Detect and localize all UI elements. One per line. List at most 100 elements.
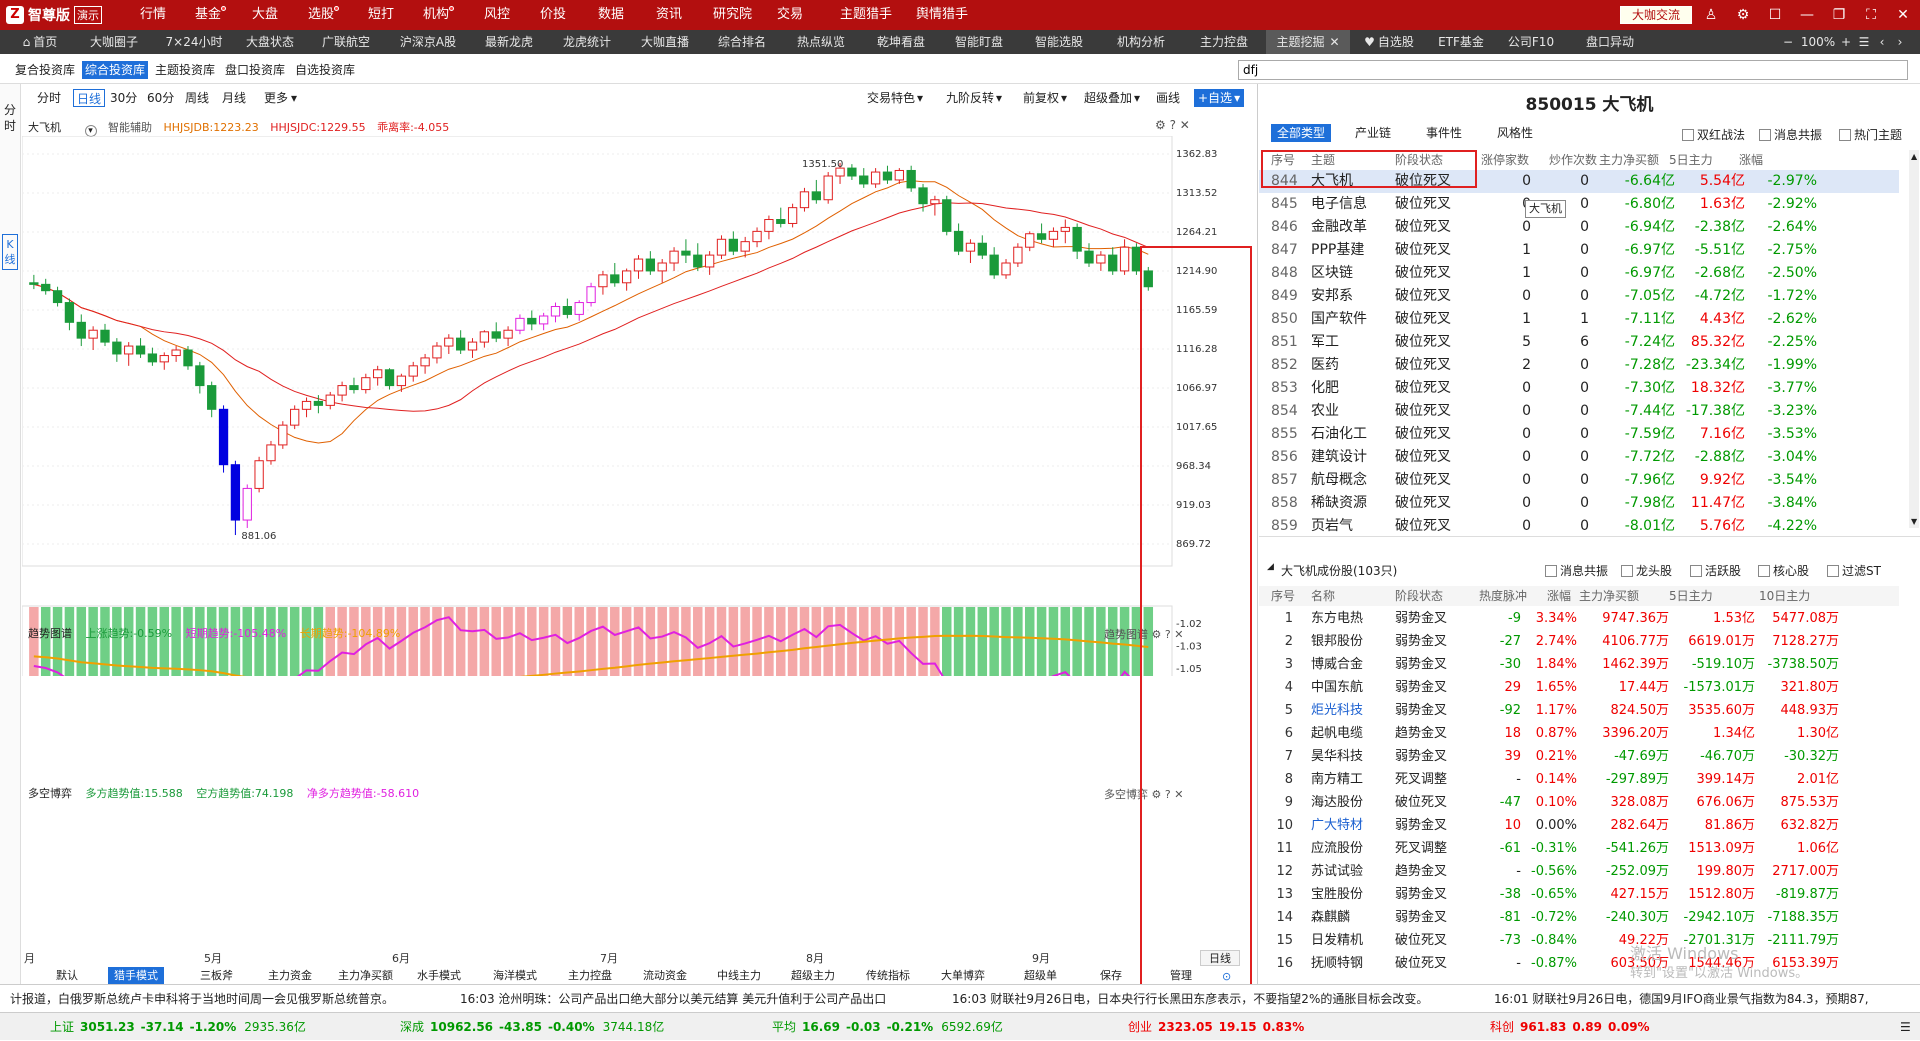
type-tab-2[interactable]: 事件性: [1426, 126, 1463, 140]
indicator-tab-0[interactable]: 默认: [56, 969, 78, 982]
nav-tab-12[interactable]: 智能盯盘: [940, 30, 1018, 54]
menu-6[interactable]: 风控: [484, 0, 510, 30]
nav-tab-8[interactable]: 大咖直播: [626, 30, 704, 54]
stock-row[interactable]: 16 抚顺特钢 破位死叉 - -0.87% 603.50万 1544.46万 6153.39万: [1259, 952, 1899, 975]
stock-check-2[interactable]: 活跃股: [1690, 562, 1741, 579]
nav-tab-18[interactable]: ETF基金: [1428, 30, 1494, 54]
column-header[interactable]: 主题: [1311, 153, 1336, 167]
sidebar-tab-kline[interactable]: K线: [2, 234, 18, 270]
tab-close-icon[interactable]: ✕: [1329, 35, 1340, 49]
menu-8[interactable]: 数据: [598, 0, 624, 30]
chart-control-1[interactable]: 九阶反转 ▾: [946, 89, 1002, 107]
nav-tab-5[interactable]: 沪深京A股: [386, 30, 470, 54]
checkbox[interactable]: [1827, 565, 1839, 577]
candlestick-chart[interactable]: 1362.83 1313.52 1264.21 1214.90 1165.59 1116.…: [22, 136, 1258, 676]
zoom-in-icon[interactable]: +: [1840, 35, 1852, 49]
ticker-item[interactable]: 16:03 财联社9月26日电，日本央行行长黑田东彦表示，不要指望2%的通胀目标…: [952, 992, 1429, 1006]
app-logo[interactable]: Z 智尊版 演示: [6, 5, 102, 25]
stock-row[interactable]: 15 日发精机 破位死叉 -73 -0.84% 49.22万 -2701.31万 -2111.…: [1259, 929, 1899, 952]
daily-label[interactable]: 日线: [1200, 950, 1240, 966]
column-header[interactable]: 主力净买额: [1599, 153, 1660, 167]
settings-icon[interactable]: ⚙: [1736, 7, 1750, 23]
period-5[interactable]: 月线: [222, 89, 246, 107]
type-tab-0[interactable]: 全部类型: [1271, 124, 1332, 142]
stock-row[interactable]: 3 博威合金 弱势金叉 -30 1.84% 1462.39万 -519.10万 -3738.5…: [1259, 653, 1899, 676]
checkbox[interactable]: [1690, 565, 1702, 577]
index-quote[interactable]: 创业 2323.05 19.15 0.83%: [1128, 1013, 1304, 1041]
column-header[interactable]: 5日主力: [1669, 589, 1713, 603]
period-4[interactable]: 周线: [185, 89, 209, 107]
stock-row[interactable]: 1 东方电热 弱势金叉 -9 3.34% 9747.36万 1.53亿 5477.08万: [1259, 607, 1899, 630]
indicator-tab-2[interactable]: 三板斧: [200, 969, 233, 982]
minimize-icon[interactable]: —: [1800, 7, 1814, 23]
menu-13[interactable]: 舆情猎手: [916, 0, 968, 30]
nav-tab-14[interactable]: 机构分析: [1100, 30, 1182, 54]
ticker-item[interactable]: 16:03 沧州明珠：公司产品出口绝大部分以美元结算 美元升值利于公司产品出口: [460, 992, 887, 1006]
period-0[interactable]: 分时: [37, 89, 61, 107]
menu-9[interactable]: 资讯: [656, 0, 682, 30]
index-quote[interactable]: 平均 16.69 -0.03 -0.21% 6592.69亿: [772, 1013, 1003, 1041]
table-row[interactable]: 852 医药 破位死叉 2 0 -7.28亿 -23.34亿 -1.99%: [1259, 354, 1899, 377]
indicator-tab-14[interactable]: 保存: [1100, 969, 1122, 982]
gear-icon[interactable]: ⚙: [1155, 118, 1166, 132]
chart-control-2[interactable]: 前复权 ▾: [1023, 89, 1067, 107]
stock-row[interactable]: 11 应流股份 死叉调整 -61 -0.31% -541.26万 1513.09万 1.06亿: [1259, 837, 1899, 860]
checkbox[interactable]: [1545, 565, 1557, 577]
table-row[interactable]: 857 航母概念 破位死叉 0 0 -7.96亿 9.92亿 -3.54%: [1259, 469, 1899, 492]
stock-row[interactable]: 9 海达股份 破位死叉 -47 0.10% 328.08万 676.06万 875.53万: [1259, 791, 1899, 814]
stock-check-3[interactable]: 核心股: [1758, 562, 1809, 579]
user-icon[interactable]: ♙: [1704, 7, 1718, 23]
nav-next-icon[interactable]: ›: [1897, 35, 1903, 49]
close-icon[interactable]: ✕: [1897, 7, 1909, 23]
close-icon[interactable]: ✕: [1179, 118, 1190, 132]
column-header[interactable]: 涨幅: [1739, 153, 1764, 167]
stock-check-0[interactable]: 消息共振: [1545, 562, 1608, 579]
close-icon[interactable]: ✕: [1174, 628, 1184, 641]
table-row[interactable]: 845 电子信息 破位死叉 0 0 -6.80亿 1.63亿 -2.92%: [1259, 193, 1899, 216]
table-row[interactable]: 851 军工 破位死叉 5 6 -7.24亿 85.32亿 -2.25%: [1259, 331, 1899, 354]
menu-0[interactable]: 行情: [140, 0, 166, 30]
nav-tab-20[interactable]: 盘口异动: [1568, 30, 1652, 54]
table-row[interactable]: 855 石油化工 破位死叉 0 0 -7.59亿 7.16亿 -3.53%: [1259, 423, 1899, 446]
skin-icon[interactable]: ☐: [1768, 7, 1782, 23]
help-icon[interactable]: ?: [1164, 628, 1171, 641]
menu-2[interactable]: 大盘: [252, 0, 278, 30]
sidebar-tab-intraday[interactable]: 分时: [4, 103, 17, 133]
scrollbar[interactable]: ▲ ▼: [1909, 150, 1919, 528]
stock-row[interactable]: 6 起帆电缆 趋势金叉 18 0.87% 3396.20万 1.34亿 1.30亿: [1259, 722, 1899, 745]
nav-tab-3[interactable]: 大盘状态: [234, 30, 306, 54]
checkbox[interactable]: [1682, 129, 1694, 141]
nav-tab-11[interactable]: 乾坤看盘: [862, 30, 940, 54]
pin-icon[interactable]: ☰: [1858, 35, 1870, 49]
gear-icon[interactable]: ⚙: [1151, 628, 1162, 641]
column-header[interactable]: 涨停家数: [1481, 153, 1530, 167]
menu-10[interactable]: 研究院: [713, 0, 752, 30]
library-tab-3[interactable]: 盘口投资库: [225, 63, 286, 77]
indicator-tab-8[interactable]: 流动资金: [643, 969, 687, 982]
chart-control-5[interactable]: +自选 ▾: [1194, 89, 1245, 107]
nav-tab-2[interactable]: 7×24小时: [154, 30, 234, 54]
help-icon[interactable]: ?: [1164, 788, 1171, 801]
stock-row[interactable]: 13 宝胜股份 弱势金叉 -38 -0.65% 427.15万 1512.80万 -819.8…: [1259, 883, 1899, 906]
gear-icon[interactable]: ⚙: [1151, 788, 1162, 801]
table-row[interactable]: 854 农业 破位死叉 0 0 -7.44亿 -17.38亿 -3.23%: [1259, 400, 1899, 423]
chart-control-3[interactable]: 超级叠加 ▾: [1084, 89, 1140, 107]
menu-5[interactable]: 机构: [423, 0, 455, 30]
nav-tab-0[interactable]: ⌂ 首页: [6, 30, 74, 54]
checkbox[interactable]: [1759, 129, 1771, 141]
nav-tab-16[interactable]: 主题挖掘 ✕: [1266, 30, 1350, 54]
library-tab-4[interactable]: 自选投资库: [295, 63, 356, 77]
filter-check-2[interactable]: 热门主题: [1839, 126, 1902, 143]
table-row[interactable]: 850 国产软件 破位死叉 1 1 -7.11亿 4.43亿 -2.62%: [1259, 308, 1899, 331]
menu-icon[interactable]: ☰: [1900, 1020, 1911, 1034]
help-icon[interactable]: ?: [1169, 118, 1176, 132]
checkbox[interactable]: [1839, 129, 1851, 141]
library-tab-1[interactable]: 综合投资库: [82, 61, 149, 79]
menu-3[interactable]: 选股: [308, 0, 340, 30]
type-tab-3[interactable]: 风格性: [1497, 126, 1534, 140]
index-quote[interactable]: 科创 961.83 0.89 0.09%: [1490, 1013, 1650, 1041]
table-row[interactable]: 859 页岩气 破位死叉 0 0 -8.01亿 5.76亿 -4.22%: [1259, 515, 1899, 538]
indicator-tab-1[interactable]: 猎手模式: [108, 967, 164, 984]
column-header[interactable]: 热度脉冲: [1479, 589, 1528, 603]
column-header[interactable]: 10日主力: [1759, 589, 1811, 603]
